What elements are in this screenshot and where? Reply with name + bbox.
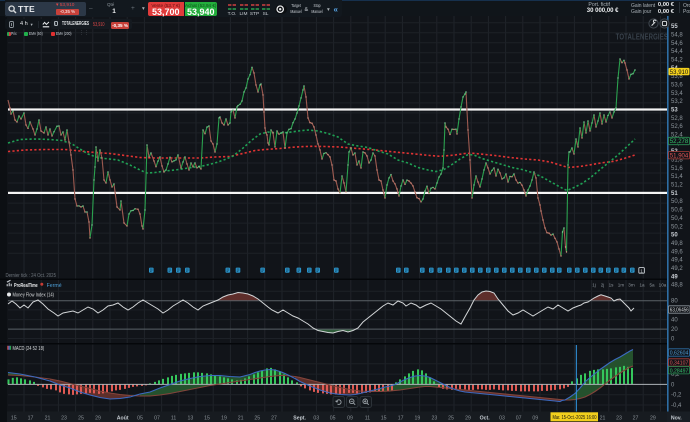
svg-text:Mar. 15-Oct.-2025 16:00: Mar. 15-Oct.-2025 16:00 <box>553 415 597 421</box>
svg-text:15: 15 <box>11 416 17 422</box>
svg-text:09: 09 <box>532 416 538 422</box>
svg-text:54,8: 54,8 <box>671 32 683 38</box>
svg-text:0: 0 <box>671 382 675 388</box>
svg-text:29: 29 <box>465 416 471 422</box>
svg-text:17: 17 <box>398 416 404 422</box>
svg-text:63,06456: 63,06456 <box>670 308 689 314</box>
svg-text:13: 13 <box>188 416 194 422</box>
svg-text:49,2: 49,2 <box>671 266 683 272</box>
svg-text:51,8: 51,8 <box>671 158 683 164</box>
svg-text:Money Flow Index (14): Money Flow Index (14) <box>13 292 55 298</box>
svg-text:-0,4: -0,4 <box>671 403 682 409</box>
svg-text:54,6: 54,6 <box>671 41 683 47</box>
svg-text:25: 25 <box>254 416 260 422</box>
svg-text:20: 20 <box>671 327 678 333</box>
svg-text:49,6: 49,6 <box>671 249 683 255</box>
svg-text:09: 09 <box>347 416 353 422</box>
svg-text:27: 27 <box>633 416 639 422</box>
svg-text:03: 03 <box>313 416 319 422</box>
svg-text:53: 53 <box>671 108 678 114</box>
svg-text:55: 55 <box>671 24 678 30</box>
svg-text:Août: Août <box>117 416 129 422</box>
svg-text:52,6: 52,6 <box>671 124 683 130</box>
svg-text:-0,2: -0,2 <box>671 393 682 399</box>
svg-text:07: 07 <box>516 416 522 422</box>
svg-text:19: 19 <box>415 416 421 422</box>
svg-text:25: 25 <box>448 416 454 422</box>
svg-text:TOTALENERGIES: TOTALENERGIES <box>616 31 668 41</box>
svg-text:29: 29 <box>650 416 656 422</box>
svg-text:51: 51 <box>671 191 678 197</box>
svg-text:0,2: 0,2 <box>671 372 680 378</box>
svg-text:3m: 3m <box>628 283 635 288</box>
svg-text:49,4: 49,4 <box>671 258 683 264</box>
svg-text:1a: 1a <box>639 283 645 288</box>
svg-text:50: 50 <box>671 233 678 239</box>
svg-text:5a: 5a <box>649 283 655 288</box>
svg-text:2j: 2j <box>601 283 605 288</box>
svg-text:50,8: 50,8 <box>671 199 683 205</box>
svg-text:1: 1 <box>640 268 643 274</box>
svg-text:51,6: 51,6 <box>671 166 683 172</box>
svg-text:21: 21 <box>600 416 606 422</box>
svg-text:51,4: 51,4 <box>671 174 683 180</box>
svg-text:0,34107: 0,34107 <box>670 361 689 367</box>
svg-text:1j: 1j <box>592 283 596 288</box>
svg-text:23: 23 <box>616 416 622 422</box>
svg-text:21: 21 <box>238 416 244 422</box>
svg-text:52,4: 52,4 <box>671 133 683 139</box>
svg-text:53,2: 53,2 <box>671 99 683 105</box>
svg-text:23: 23 <box>432 416 438 422</box>
svg-text:0: 0 <box>671 337 675 343</box>
svg-text:0,62604: 0,62604 <box>670 351 689 357</box>
svg-text:MACD (24 52 18): MACD (24 52 18) <box>13 346 45 352</box>
svg-text:1m: 1m <box>618 283 625 288</box>
svg-text:49,8: 49,8 <box>671 241 683 247</box>
svg-text:17: 17 <box>28 416 34 422</box>
svg-text:05: 05 <box>137 416 143 422</box>
svg-text:27: 27 <box>271 416 277 422</box>
svg-text:15: 15 <box>381 416 387 422</box>
svg-text:ProRealTime: ProRealTime <box>14 283 38 289</box>
svg-text:0,28497: 0,28497 <box>670 368 689 374</box>
svg-text:07: 07 <box>154 416 160 422</box>
svg-text:80: 80 <box>671 299 678 305</box>
svg-text:53,910: 53,910 <box>670 69 689 76</box>
svg-text:Oct.: Oct. <box>480 416 491 422</box>
svg-text:52,8: 52,8 <box>671 116 683 122</box>
svg-text:11: 11 <box>171 416 176 422</box>
svg-text:Nov.: Nov. <box>671 416 682 422</box>
svg-text:53,6: 53,6 <box>671 83 683 89</box>
svg-text:50,4: 50,4 <box>671 216 683 222</box>
svg-text:29: 29 <box>95 416 101 422</box>
svg-text:54,2: 54,2 <box>671 58 683 64</box>
svg-text:50,2: 50,2 <box>671 224 683 230</box>
svg-text:Fermé: Fermé <box>47 283 62 289</box>
svg-text:19: 19 <box>221 416 227 422</box>
svg-text:10a: 10a <box>659 283 667 288</box>
svg-text:49: 49 <box>671 274 678 280</box>
svg-text:50,6: 50,6 <box>671 208 683 214</box>
svg-text:23: 23 <box>61 416 67 422</box>
svg-text:21: 21 <box>45 416 51 422</box>
svg-text:Sept.: Sept. <box>293 416 306 422</box>
svg-text:52,278: 52,278 <box>670 138 689 145</box>
svg-text:Dernier tick : 24 Oct. 2025: Dernier tick : 24 Oct. 2025 <box>6 273 57 279</box>
svg-text:53,4: 53,4 <box>671 91 683 97</box>
svg-text:05: 05 <box>330 416 336 422</box>
svg-text:51,2: 51,2 <box>671 183 683 189</box>
svg-text:15: 15 <box>204 416 210 422</box>
svg-text:11: 11 <box>365 416 370 422</box>
svg-text:40: 40 <box>671 318 678 324</box>
svg-text:03: 03 <box>499 416 505 422</box>
svg-text:53,8: 53,8 <box>671 74 683 80</box>
svg-text:48,8: 48,8 <box>671 283 683 289</box>
svg-text:25: 25 <box>78 416 84 422</box>
svg-text:1s: 1s <box>609 283 615 288</box>
svg-text:51,904: 51,904 <box>670 152 689 159</box>
svg-text:54,4: 54,4 <box>671 49 683 55</box>
